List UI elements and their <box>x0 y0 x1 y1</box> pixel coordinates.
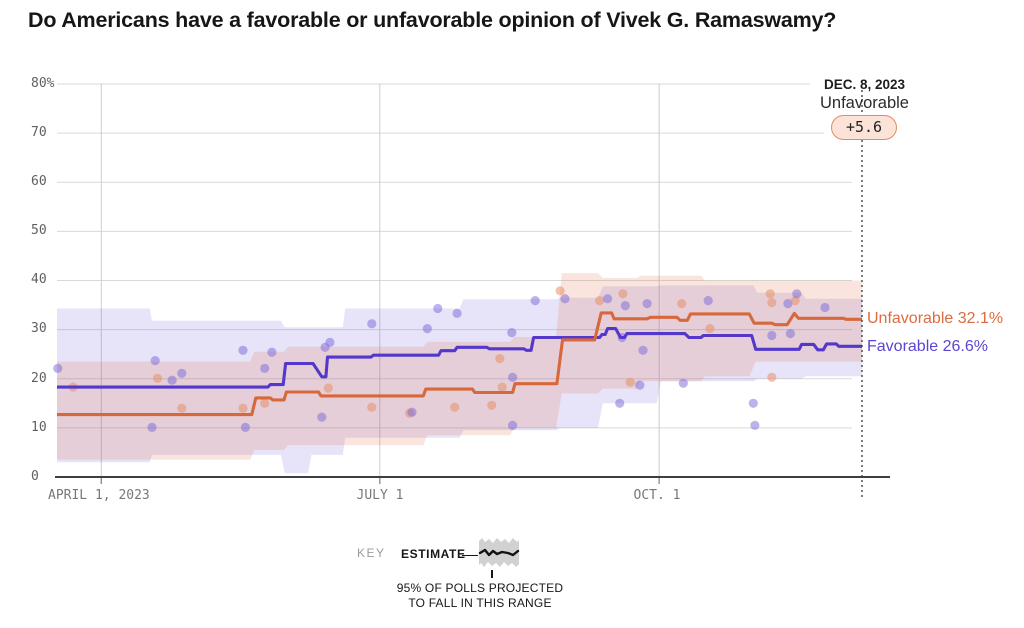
favorable-line-label: Favorable 26.6% <box>867 338 988 355</box>
y-tick-label: 80% <box>31 76 55 91</box>
estimate-band-icon <box>478 538 520 567</box>
unfavorable-line-label: Unfavorable 32.1% <box>867 310 1004 327</box>
key-label: KEY <box>357 546 386 560</box>
y-tick-label: 40 <box>31 272 47 287</box>
x-tick-label-oct: OCT. 1 <box>633 488 681 503</box>
y-tick-label: 20 <box>31 371 47 386</box>
y-tick-label: 50 <box>31 223 47 238</box>
key-pointer-tick <box>491 570 493 578</box>
y-tick-label: 60 <box>31 174 47 189</box>
annotation-date: DEC. 8, 2023 <box>823 77 906 92</box>
key-estimate-label: ESTIMATE <box>401 547 466 561</box>
page-title: Do Americans have a favorable or unfavor… <box>28 8 837 32</box>
key-caption-line1: 95% OF POLLS PROJECTED <box>396 581 564 595</box>
x-tick-label-july: JULY 1 <box>356 488 404 503</box>
key-caption-line2: TO FALL IN THIS RANGE <box>408 596 552 610</box>
margin-badge: +5.6 <box>831 115 897 140</box>
y-tick-label: 70 <box>31 125 47 140</box>
x-tick-label-april: APRIL 1, 2023 <box>48 488 150 503</box>
y-tick-label: 0 <box>31 469 39 484</box>
key-leader-line <box>462 555 478 556</box>
y-tick-label: 30 <box>31 321 47 336</box>
y-tick-label: 10 <box>31 420 47 435</box>
annotation-series: Unfavorable <box>820 94 909 112</box>
